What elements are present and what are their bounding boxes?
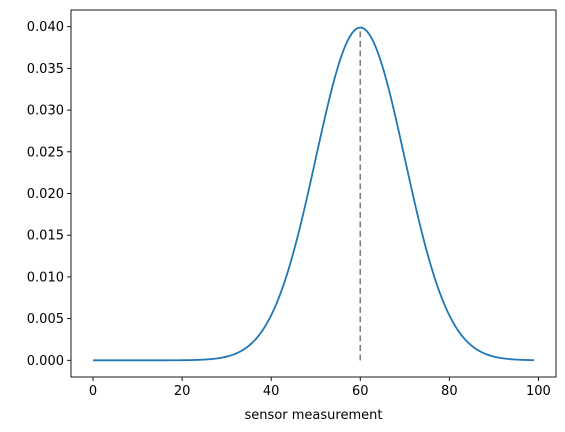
y-tick-label: 0.010 [27,270,64,285]
plot-area [93,26,534,362]
y-tick-label: 0.005 [27,312,64,327]
x-tick-label: 80 [441,384,458,399]
x-axis: 0 20 40 60 80 100 [89,377,551,399]
y-tick-label: 0.000 [27,354,64,369]
y-tick-label: 0.015 [27,229,64,244]
x-axis-label: sensor measurement [245,408,383,423]
x-tick-label: 60 [352,384,369,399]
y-tick-label: 0.030 [27,104,64,119]
x-tick-label: 20 [174,384,191,399]
y-tick-label: 0.020 [27,187,64,202]
y-tick-label: 0.035 [27,62,64,77]
y-tick-label: 0.040 [27,20,64,35]
x-tick-label: 100 [526,384,551,399]
y-axis: 0.000 0.005 0.010 0.015 0.020 0.025 0.030 0.035… [27,20,71,369]
density-curve [93,26,534,362]
x-tick-label: 0 [89,384,97,399]
y-tick-label: 0.025 [27,145,64,160]
x-tick-label: 40 [263,384,280,399]
